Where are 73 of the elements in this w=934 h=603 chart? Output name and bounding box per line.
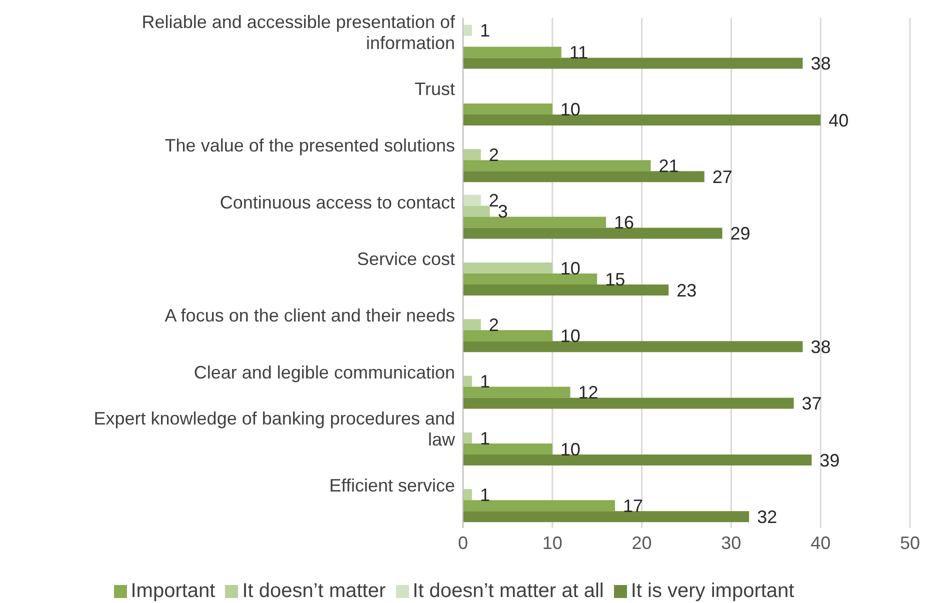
y-tick-label: Reliable and accessible presentation of information: [142, 12, 456, 53]
x-tick-label: 10: [542, 532, 562, 553]
legend-label: Important: [130, 580, 216, 602]
data-label: 1: [480, 20, 490, 41]
bar: [463, 58, 803, 69]
data-label: 2: [488, 190, 499, 211]
y-tick-label: Expert knowledge of banking procedures and law: [94, 408, 456, 450]
data-label: 12: [578, 382, 598, 403]
data-label: 21: [658, 156, 679, 176]
bar: [463, 432, 472, 444]
y-tick-label: The value of the presented solutions: [164, 136, 455, 156]
y-tick-label: A focus on the client and their needs: [164, 306, 455, 326]
bar: [463, 500, 615, 512]
data-label: 3: [498, 202, 508, 222]
y-tick-label: Continuous access to contact: [220, 192, 455, 212]
y-tick-label: Trust: [414, 79, 455, 99]
data-label: 38: [810, 337, 831, 358]
data-label: 1: [480, 485, 490, 506]
data-label: 2: [488, 145, 499, 166]
bar: [463, 386, 570, 398]
bar: [463, 171, 704, 182]
data-label: 10: [560, 439, 580, 460]
bar: [463, 24, 472, 36]
legend-label: It is very important: [630, 580, 794, 602]
data-label: 27: [712, 167, 732, 188]
bar: [463, 194, 481, 206]
bar: [463, 206, 490, 217]
data-label: 17: [622, 496, 644, 516]
x-tick-label: 40: [810, 532, 831, 553]
data-label: 1: [480, 428, 490, 448]
bar: [463, 273, 598, 284]
bar: [463, 454, 812, 466]
bar: [463, 319, 481, 330]
bar: [463, 216, 606, 228]
x-tick-label: 50: [900, 532, 920, 553]
data-label: 29: [730, 224, 750, 244]
y-tick-label: Clear and legible communication: [194, 362, 455, 382]
data-label: 37: [802, 394, 822, 414]
data-label: 38: [810, 54, 831, 74]
data-label: 2: [488, 315, 499, 336]
bar: [463, 330, 552, 342]
y-tick-label: Service cost: [356, 249, 455, 269]
x-tick-label: 30: [721, 532, 742, 553]
data-label: 40: [828, 110, 849, 130]
bar: [463, 103, 552, 114]
bar: [463, 443, 552, 454]
bar: [463, 341, 803, 352]
bar: [463, 228, 722, 239]
x-tick-label: 0: [458, 532, 468, 553]
y-tick-label: Efficient service: [329, 476, 455, 496]
bar: [463, 284, 669, 296]
bar: [463, 160, 651, 172]
data-label: 1: [480, 372, 490, 392]
data-label: 23: [676, 280, 697, 300]
data-label: 10: [560, 326, 580, 346]
data-label: 10: [560, 99, 580, 120]
data-label: 16: [614, 212, 634, 233]
x-tick-label: 20: [632, 532, 652, 553]
data-label: 11: [569, 42, 588, 63]
legend-label: It doesn’t matter: [242, 580, 386, 602]
bar: [463, 149, 481, 160]
bar: [463, 398, 794, 409]
bar: [463, 46, 562, 58]
legend-label: It doesn’t matter at all: [412, 580, 604, 602]
data-label: 15: [605, 269, 626, 290]
bar: [463, 489, 472, 500]
bar: [463, 262, 552, 274]
bar: [463, 114, 821, 126]
data-label: 10: [560, 258, 580, 278]
bar: [463, 376, 472, 387]
bar: [463, 511, 750, 522]
data-label: 32: [757, 507, 778, 528]
data-label: 39: [820, 450, 840, 470]
